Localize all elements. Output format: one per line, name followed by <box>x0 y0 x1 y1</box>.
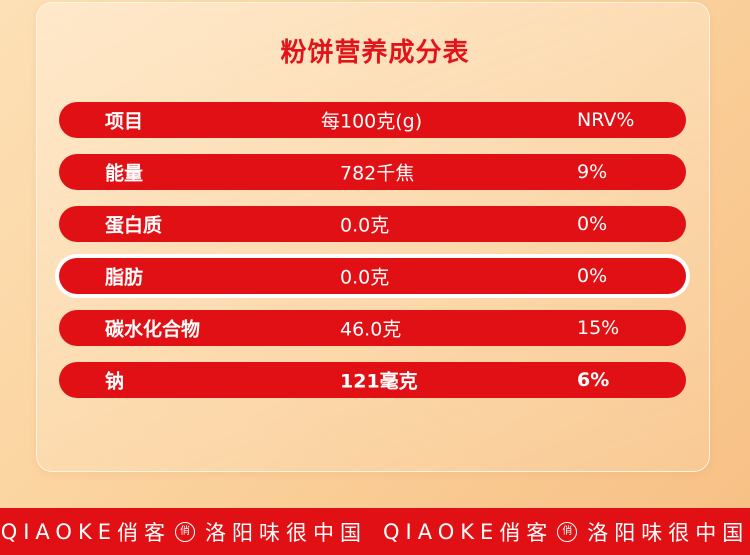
row-per100: 121毫克 <box>340 370 418 393</box>
row-item: 钠 <box>105 370 125 393</box>
header-item: 项目 <box>105 110 144 133</box>
slogan: 洛阳味很中国 <box>205 520 367 545</box>
row-per100: 0.0克 <box>340 266 390 289</box>
row-nrv: 15% <box>577 317 620 339</box>
table-row: 能量 782千焦 9% <box>59 154 686 190</box>
row-per100: 782千焦 <box>340 162 415 185</box>
brand-cn: 俏客 <box>117 520 171 545</box>
row-nrv: 0% <box>577 213 608 235</box>
row-item: 蛋白质 <box>105 214 163 237</box>
row-item: 脂肪 <box>105 266 144 289</box>
row-per100: 0.0克 <box>340 214 390 237</box>
brand-seal-icon: 俏 <box>557 521 578 542</box>
row-nrv: 6% <box>577 369 610 391</box>
table-row: 蛋白质 0.0克 0% <box>59 206 686 242</box>
table-row: 钠 121毫克 6% <box>59 362 686 398</box>
table-header-row: 项目 每100克(g) NRV% <box>59 102 686 138</box>
table-row: 碳水化合物 46.0克 15% <box>59 310 686 346</box>
page-title: 粉饼营养成分表 <box>280 38 470 68</box>
row-item: 能量 <box>105 162 144 185</box>
row-per100: 46.0克 <box>340 318 402 341</box>
brand-cn: 俏客 <box>499 520 554 545</box>
table-row-highlighted: 脂肪 0.0克 0% <box>59 258 686 294</box>
brand-footer-band: QIAOKE 俏客 俏 洛阳味很中国 QIAOKE 俏客 俏 洛阳味很中国 <box>0 508 750 555</box>
row-item: 碳水化合物 <box>105 318 201 341</box>
header-per100: 每100克(g) <box>321 110 423 133</box>
slogan: 洛阳味很中国 <box>587 520 750 545</box>
row-nrv: 0% <box>577 265 608 287</box>
brand-en: QIAOKE <box>383 519 500 544</box>
row-nrv: 9% <box>577 161 608 183</box>
brand-seal-icon: 俏 <box>175 521 195 542</box>
brand-en: QIAOKE <box>0 519 117 544</box>
header-nrv: NRV% <box>577 109 635 131</box>
